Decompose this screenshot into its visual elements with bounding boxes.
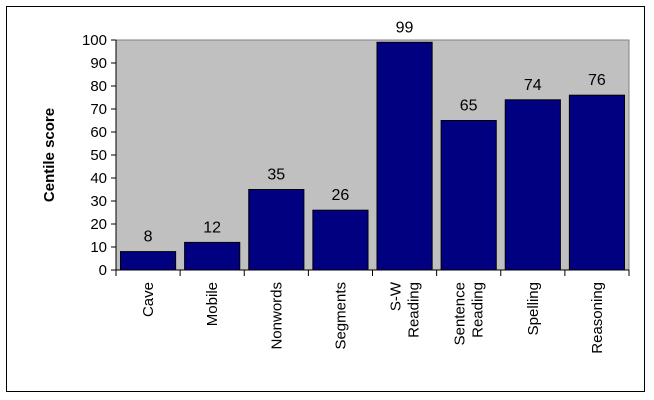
y-tick-label: 100 [82,32,107,49]
bar [119,251,177,271]
x-category-label: Reading [406,282,423,338]
y-tick-label: 80 [90,78,107,95]
data-label: 65 [460,98,478,115]
x-category-label: Reading [470,282,487,338]
bar [248,189,305,271]
bar [440,120,497,271]
x-category-label: Cave [140,282,157,317]
x-axis [115,269,630,276]
data-label: 74 [524,77,542,94]
x-category-label: Sentence [452,282,469,345]
y-tick-label: 20 [90,216,107,233]
y-tick-label: 50 [90,147,107,164]
bar [504,99,561,271]
x-category-label: Nonwords [268,282,285,350]
data-labels: 8 12 35 26 99 65 74 76 [144,19,606,245]
y-axis: 0 10 20 30 40 50 60 70 80 90 100 [82,32,117,279]
bar [376,41,433,271]
y-tick-label: 90 [90,55,107,72]
data-label: 35 [267,167,285,184]
x-category-label: S-W [388,281,405,311]
y-tick-label: 60 [90,124,107,141]
data-label: 12 [203,219,221,236]
y-tick-label: 0 [99,262,107,279]
y-tick-label: 70 [90,101,107,118]
data-label: 99 [396,19,414,36]
x-category-label: Reasoning [589,282,606,354]
x-category-label: Segments [332,282,349,350]
y-axis-title: Centile score [41,108,58,202]
data-label: 8 [144,229,153,246]
bar [312,209,369,271]
bar [568,94,626,271]
data-label: 76 [588,72,606,89]
y-tick-label: 30 [90,193,107,210]
data-label: 26 [332,187,350,204]
bars [119,41,626,271]
x-category-label: Mobile [204,282,221,326]
y-tick-label: 40 [90,170,107,187]
y-tick-label: 10 [90,239,107,256]
category-labels: Cave Mobile Nonwords Segments S-W Reading Sent… [140,281,606,354]
bar [184,241,241,271]
x-category-label: Spelling [525,282,542,335]
